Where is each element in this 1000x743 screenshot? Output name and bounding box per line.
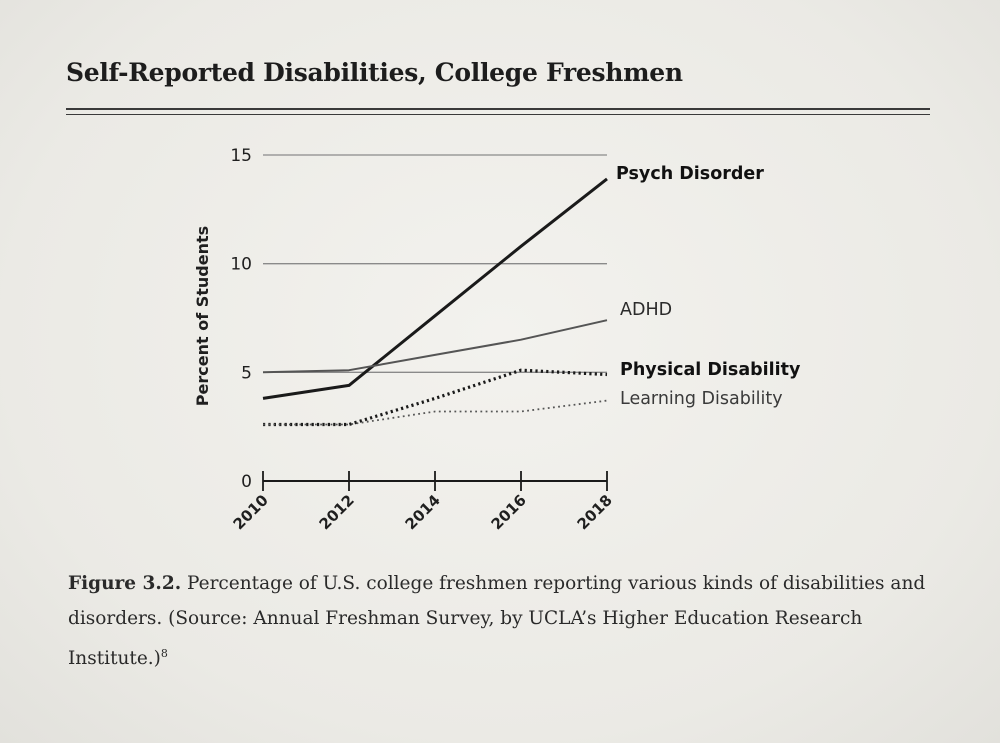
series-label-psych-disorder: Psych Disorder <box>616 164 764 184</box>
x-tick-label-2012: 2012 <box>316 491 358 533</box>
series-line-adhd <box>262 319 608 374</box>
series-line-psych-disorder <box>262 177 608 400</box>
x-tick-label-2010: 2010 <box>230 491 272 533</box>
series-label-learning-disability: Learning Disability <box>620 389 783 409</box>
gridlines <box>263 154 607 373</box>
series-label-adhd: ADHD <box>620 300 672 320</box>
series-line-physical-disability <box>263 368 608 427</box>
y-axis-label: Percent of Students <box>193 226 212 406</box>
series-labels: Psych Disorder ADHD Physical Disability Lea… <box>616 164 801 409</box>
y-tick-label-5: 5 <box>241 363 252 383</box>
title-rule-bottom <box>66 114 930 115</box>
figure-label: Figure 3.2. <box>68 573 182 594</box>
axes: 0 5 10 15 2010 2012 2014 2016 2018 <box>230 146 616 533</box>
x-tick-label-2016: 2016 <box>488 491 530 533</box>
series-line-learning-disability <box>263 399 608 426</box>
x-tick-label-2018: 2018 <box>574 491 616 533</box>
x-tick-label-2014: 2014 <box>402 491 444 533</box>
y-tick-label-15: 15 <box>230 146 252 166</box>
caption-text: Percentage of U.S. college freshmen repo… <box>68 573 926 670</box>
y-tick-label-0: 0 <box>241 472 252 492</box>
series-lines <box>262 177 608 427</box>
title-rule-top <box>66 108 930 110</box>
y-tick-label-10: 10 <box>230 255 252 275</box>
series-label-physical-disability: Physical Disability <box>620 360 801 380</box>
figure-caption: Figure 3.2. Percentage of U.S. college f… <box>68 566 948 676</box>
chart-title: Self-Reported Disabilities, College Fres… <box>66 58 683 87</box>
footnote-marker: 8 <box>160 647 168 660</box>
